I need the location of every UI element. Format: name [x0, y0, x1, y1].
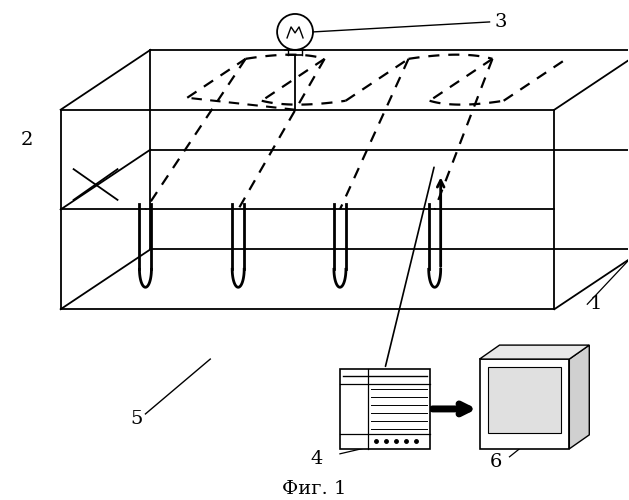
- Text: 1: 1: [589, 295, 602, 313]
- Polygon shape: [569, 345, 589, 449]
- Bar: [340, 369, 430, 449]
- Bar: [479, 359, 569, 449]
- Text: 2: 2: [21, 130, 33, 148]
- Text: 6: 6: [489, 453, 502, 471]
- Text: 3: 3: [494, 13, 507, 31]
- Text: Фиг. 1: Фиг. 1: [282, 480, 346, 498]
- Bar: [487, 367, 561, 433]
- Text: 4: 4: [310, 450, 323, 468]
- Text: 5: 5: [130, 410, 143, 428]
- Polygon shape: [479, 345, 589, 359]
